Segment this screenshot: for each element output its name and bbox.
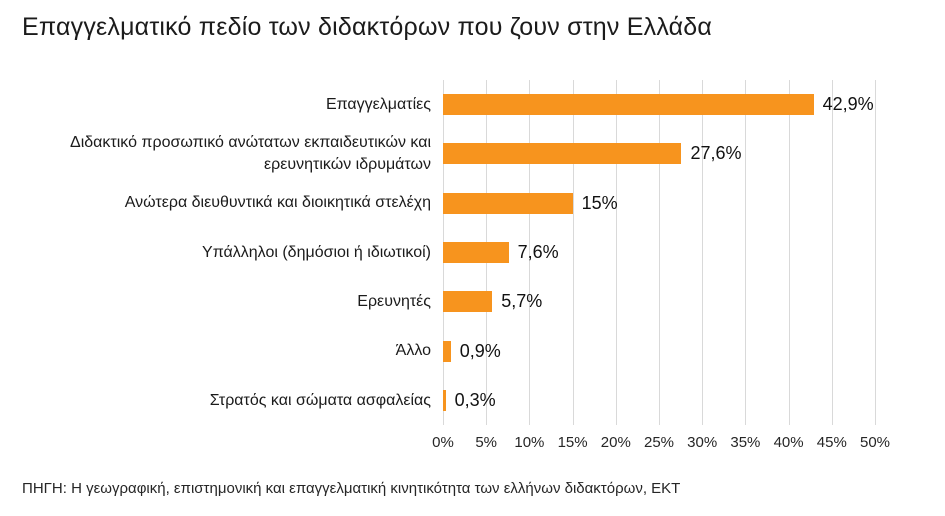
bar-value-label: 27,6% [690, 143, 742, 164]
bar [443, 241, 509, 263]
grid-line [831, 80, 833, 425]
bar-area: 0,3% [443, 376, 945, 425]
bar-value-label: 7,6% [517, 241, 559, 262]
bar [443, 94, 814, 116]
category-label: Επαγγελματίες [325, 95, 431, 113]
grid-line [529, 80, 531, 425]
grid-line [702, 80, 704, 425]
bar-row: Άλλο 0,9% [0, 326, 945, 375]
x-tick-label: 20% [600, 434, 631, 451]
bar-row: Ερευνητές 5,7% [0, 277, 945, 326]
bar [443, 389, 446, 411]
x-tick-label: 10% [514, 434, 545, 451]
bar-chart: Επαγγελματίες 42,9% Διδακτικό προσωπικό αν… [0, 80, 945, 425]
bar-row: Υπάλληλοι (δημόσιοι ή ιδιωτικοί) 7,6% [0, 228, 945, 277]
grid-line [788, 80, 790, 425]
grid-line [745, 80, 747, 425]
bar [443, 143, 682, 165]
bar [443, 291, 493, 313]
bar-row: Στρατός και σώματα ασφαλείας 0,3% [0, 376, 945, 425]
bar-value-label: 42,9% [822, 94, 874, 115]
grid-line [615, 80, 617, 425]
x-tick-label: 50% [859, 434, 891, 451]
category-label: Ανώτερα διευθυντικά και διοικητικά στελέ… [124, 194, 431, 212]
x-tick-label: 45% [816, 434, 847, 451]
category-label: Στρατός και σώματα ασφαλείας [209, 391, 431, 409]
x-tick-label: 15% [557, 434, 588, 451]
bar-area: 15% [443, 179, 945, 228]
bar-value-label: 15% [581, 192, 618, 213]
bar-area: 5,7% [443, 277, 945, 326]
category-label: Υπάλληλοι (δημόσιοι ή ιδιωτικοί) [202, 243, 431, 261]
x-tick-label: 25% [643, 434, 675, 451]
bar-area: 42,9% [443, 80, 945, 129]
grid-line [659, 80, 660, 425]
chart-title: Επαγγελματικό πεδίο των διδακτόρων που ζ… [22, 13, 713, 41]
category-label: Ερευνητές [357, 292, 431, 310]
bar-value-label: 5,7% [501, 291, 543, 312]
x-tick-label: 30% [687, 434, 718, 451]
bar-area: 7,6% [443, 228, 945, 277]
x-tick-label: 0% [432, 434, 454, 451]
bar [443, 340, 451, 362]
bar-row: Ανώτερα διευθυντικά και διοικητικά στελέ… [0, 179, 945, 228]
x-tick-label: 35% [730, 434, 761, 451]
category-label: Διδακτικό προσωπικό ανώτατων εκπαιδευτικ… [70, 134, 431, 173]
grid-line [875, 80, 876, 425]
source-note: ΠΗΓΗ: Η γεωγραφική, επιστημονική και επα… [22, 480, 681, 497]
x-tick-label: 40% [773, 434, 804, 451]
grid-line [572, 80, 574, 425]
bar-value-label: 0,3% [454, 389, 496, 410]
bar-area: 27,6% [443, 129, 945, 178]
bar [443, 192, 573, 214]
bar-row: Διδακτικό προσωπικό ανώτατων εκπαιδευτικ… [0, 129, 945, 178]
bar-value-label: 0,9% [459, 340, 501, 361]
bar-area: 0,9% [443, 326, 945, 375]
category-label: Άλλο [395, 342, 431, 360]
bar-row: Επαγγελματίες 42,9% [0, 80, 945, 129]
x-tick-label: 5% [475, 434, 498, 451]
